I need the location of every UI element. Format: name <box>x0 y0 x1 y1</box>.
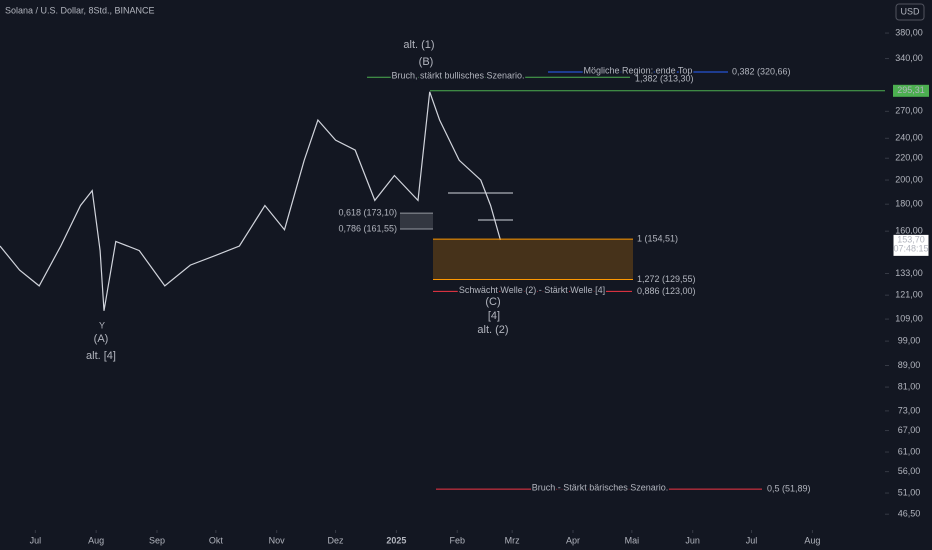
x-tick-label: Jul <box>746 535 758 545</box>
x-tick-label: Aug <box>88 535 104 545</box>
y-tick-label: 67,00 <box>898 425 921 435</box>
chart-title: Solana / U.S. Dollar, 8Std., BINANCE <box>5 5 155 15</box>
level-label: 1 (154,51) <box>637 234 678 244</box>
x-tick-label: Apr <box>566 535 580 545</box>
wave-label: [4] <box>488 310 500 322</box>
y-tick-label: 51,00 <box>898 487 921 497</box>
level-label: 0,886 (123,00) <box>637 286 696 296</box>
wave-label: Y <box>99 320 105 330</box>
wave-label: (C) <box>485 296 500 308</box>
countdown: 07:48:15 <box>893 244 928 254</box>
x-tick-label: Mrz <box>505 535 520 545</box>
level-label: 0,5 (51,89) <box>767 483 811 493</box>
y-tick-label: 200,00 <box>895 174 923 184</box>
level-label: 1,382 (313,30) <box>635 74 694 84</box>
x-tick-label: Dez <box>328 535 345 545</box>
price-tag <box>893 84 929 97</box>
level-text: Bruch - Stärkt bärisches Szenario. <box>532 482 669 492</box>
x-tick-label: Nov <box>269 535 286 545</box>
wave-label: (A) <box>94 333 109 345</box>
fib-zone <box>400 213 433 229</box>
wave-label: alt. (1) <box>403 39 434 51</box>
last-price-label: 153,70 <box>897 235 925 245</box>
y-tick-label: 160,00 <box>895 226 923 236</box>
y-tick-label: 240,00 <box>895 133 923 143</box>
level-text: Mögliche Region: ende Top <box>584 65 693 75</box>
y-tick-label: 73,00 <box>898 405 921 415</box>
x-tick-label: Jul <box>30 535 42 545</box>
wave-label: alt. [4] <box>86 350 116 362</box>
level-label: 0,382 (320,66) <box>732 66 791 76</box>
y-tick-label: 380,00 <box>895 27 923 37</box>
price-tag-label: 295,31 <box>897 85 925 95</box>
y-tick-label: 46,50 <box>898 509 921 519</box>
currency-label[interactable]: USD <box>900 6 920 16</box>
level-label: 0,786 (161,55) <box>338 223 397 233</box>
level-label: 0,618 (173,10) <box>338 208 397 218</box>
y-tick-label: 99,00 <box>898 335 921 345</box>
y-tick-label: 61,00 <box>898 446 921 456</box>
y-tick-label: 180,00 <box>895 199 923 209</box>
level-text: Bruch, stärkt bullisches Szenario. <box>391 71 524 81</box>
x-tick-label: Sep <box>149 535 165 545</box>
y-tick-label: 56,00 <box>898 466 921 476</box>
wave-label: alt. (2) <box>477 324 508 336</box>
level-label: 1,272 (129,55) <box>637 274 696 284</box>
x-tick-label: Aug <box>804 535 820 545</box>
y-tick-label: 81,00 <box>898 381 921 391</box>
price-line <box>0 91 501 311</box>
y-tick-label: 89,00 <box>898 360 921 370</box>
last-price-tag <box>892 233 930 257</box>
currency-button[interactable] <box>895 3 925 21</box>
x-tick-label: Okt <box>209 535 224 545</box>
y-tick-label: 109,00 <box>895 313 923 323</box>
x-tick-label: 2025 <box>386 535 406 545</box>
target-zone <box>433 239 633 280</box>
x-tick-label: Jun <box>685 535 700 545</box>
x-tick-label: Feb <box>449 535 465 545</box>
y-tick-label: 340,00 <box>895 53 923 63</box>
y-tick-label: 121,00 <box>895 290 923 300</box>
y-tick-label: 220,00 <box>895 153 923 163</box>
wave-label: (B) <box>419 56 434 68</box>
level-text: Schwächt Welle (2) - Stärkt Welle [4] <box>459 285 605 295</box>
y-tick-label: 133,00 <box>895 268 923 278</box>
y-tick-label: 270,00 <box>895 106 923 116</box>
x-tick-label: Mai <box>625 535 640 545</box>
